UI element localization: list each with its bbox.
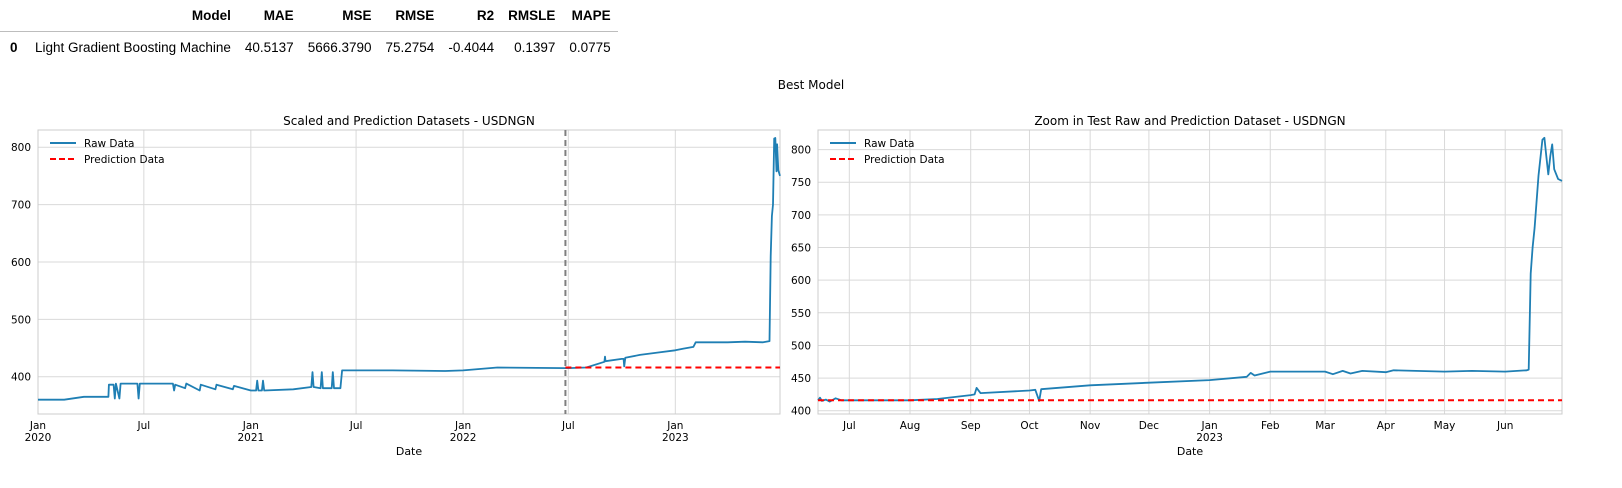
- cell-rmsle: 0.1397: [514, 40, 556, 55]
- row-index: 0: [10, 40, 18, 55]
- x-tick-label: Jun: [1496, 420, 1513, 432]
- x-tick-label: Oct: [1020, 420, 1038, 432]
- y-tick-label: 600: [11, 257, 31, 269]
- header-mse: MSE: [342, 8, 372, 23]
- x-tick-label: Jul: [349, 420, 363, 432]
- x-tick-year: 2020: [25, 432, 52, 444]
- legend-label: Raw Data: [864, 138, 915, 150]
- metrics-header-row: Model MAE MSE RMSE R2 RMSLE MAPE: [0, 0, 618, 32]
- plot-frame: [37, 129, 781, 415]
- header-index: [0, 0, 28, 32]
- header-mae: MAE: [263, 8, 294, 23]
- cell-mse: 5666.3790: [307, 40, 372, 55]
- legend-label: Prediction Data: [84, 154, 165, 166]
- x-tick-label: Jan: [29, 420, 46, 432]
- legend-label: Prediction Data: [864, 154, 945, 166]
- y-tick-label: 650: [791, 243, 811, 255]
- x-tick-label: Jan: [454, 420, 471, 432]
- x-tick-year: 2023: [662, 432, 689, 444]
- x-tick-label: Jul: [136, 420, 150, 432]
- x-tick-label: Aug: [900, 420, 921, 432]
- y-tick-label: 600: [791, 275, 811, 287]
- x-tick-label: Jan: [666, 420, 683, 432]
- x-tick-label: Nov: [1080, 420, 1101, 432]
- x-tick-label: Jan: [1200, 420, 1217, 432]
- y-tick-label: 400: [791, 406, 811, 418]
- x-tick-year: 2021: [237, 432, 264, 444]
- y-tick-label: 500: [11, 314, 31, 326]
- y-tick-label: 700: [11, 200, 31, 212]
- metrics-table: Model MAE MSE RMSE R2 RMSLE MAPE 0 Light…: [0, 0, 618, 63]
- x-tick-label: Sep: [961, 420, 981, 432]
- x-tick-label: Jan: [242, 420, 259, 432]
- chart-title: Zoom in Test Raw and Prediction Dataset …: [1034, 114, 1345, 128]
- x-tick-label: Apr: [1377, 420, 1396, 432]
- y-tick-label: 450: [791, 373, 811, 385]
- y-tick-label: 700: [791, 210, 811, 222]
- plot-frame: [817, 129, 1563, 415]
- header-mape: MAPE: [571, 8, 611, 23]
- x-tick-label: Feb: [1261, 420, 1280, 432]
- zoom-test-chart: Zoom in Test Raw and Prediction Dataset …: [791, 114, 1563, 458]
- cell-rmse: 75.2754: [385, 40, 435, 55]
- scaled-prediction-chart: Scaled and Prediction Datasets - USDNGN 4…: [11, 114, 781, 458]
- header-rmse: RMSE: [395, 8, 435, 23]
- y-tick-label: 550: [791, 308, 811, 320]
- cell-mae: 40.5137: [244, 40, 294, 55]
- cell-model: Light Gradient Boosting Machine: [35, 40, 231, 55]
- y-tick-label: 750: [791, 177, 811, 189]
- x-tick-label: Mar: [1315, 420, 1335, 432]
- x-tick-label: Jul: [561, 420, 575, 432]
- y-tick-label: 400: [11, 372, 31, 384]
- cell-r2: -0.4044: [448, 40, 495, 55]
- header-model: Model: [191, 8, 231, 23]
- legend-label: Raw Data: [84, 138, 135, 150]
- x-tick-label: Dec: [1139, 420, 1160, 432]
- y-tick-label: 800: [791, 145, 811, 157]
- x-tick-label: May: [1434, 420, 1456, 432]
- raw-data-line: [817, 136, 1563, 403]
- x-tick-year: 2022: [450, 432, 477, 444]
- cell-mape: 0.0775: [569, 40, 611, 55]
- header-r2: R2: [476, 8, 495, 23]
- x-axis-label: Date: [396, 445, 423, 458]
- x-tick-label: Jul: [842, 420, 856, 432]
- table-row: 0 Light Gradient Boosting Machine 40.513…: [0, 32, 618, 64]
- figure-title: Best Model: [777, 78, 845, 92]
- y-tick-label: 500: [791, 340, 811, 352]
- y-tick-label: 800: [11, 142, 31, 154]
- raw-data-line: [38, 137, 781, 401]
- chart-title: Scaled and Prediction Datasets - USDNGN: [283, 114, 535, 128]
- x-tick-year: 2023: [1196, 432, 1223, 444]
- header-rmsle: RMSLE: [508, 8, 556, 23]
- x-axis-label: Date: [1177, 445, 1204, 458]
